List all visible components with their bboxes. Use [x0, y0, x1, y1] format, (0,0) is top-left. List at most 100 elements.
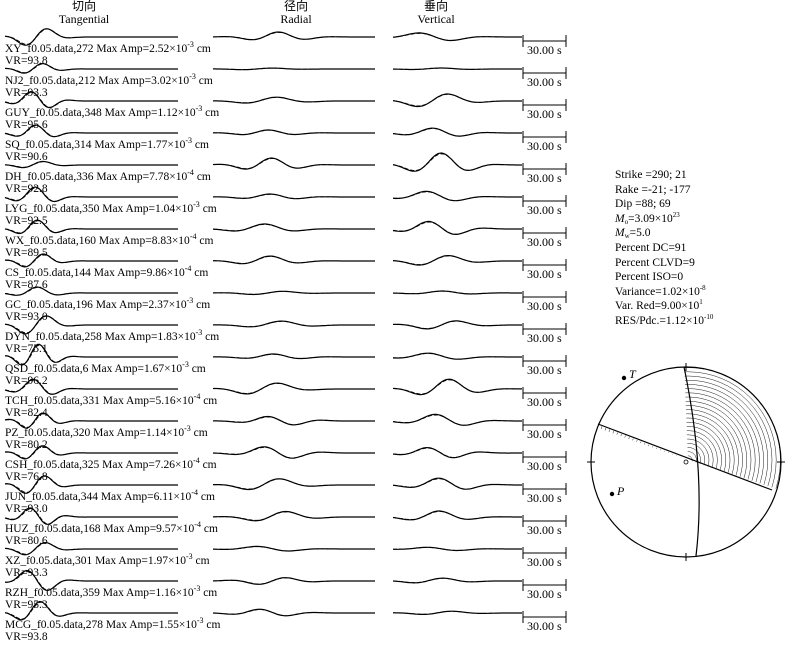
synthetic-waveform — [392, 221, 522, 235]
observed-waveform — [392, 510, 522, 521]
station-row: 30.00 s GUY_f0.05.data,348 Max Amp=1.12×1… — [4, 90, 567, 131]
variance-reduction: VR=75.1 — [5, 343, 48, 355]
synthetic-waveform — [392, 447, 522, 458]
observed-waveform — [212, 608, 375, 617]
variance-reduction: VR=76.8 — [5, 471, 48, 483]
synthetic-waveform — [392, 353, 522, 360]
variance-reduction: VR=90.6 — [5, 151, 48, 163]
synthetic-waveform — [4, 92, 178, 108]
station-label: DYN_f0.05.data,258 Max Amp=1.83×10-3 cm — [5, 328, 219, 343]
synthetic-waveform — [392, 510, 522, 520]
station-label: NJ2_f0.05.data,212 Max Amp=3.02×10-3 cm — [5, 72, 213, 87]
station-row: 30.00 s DH_f0.05.data,336 Max Amp=7.78×10… — [4, 152, 567, 195]
synthetic-waveform — [4, 315, 178, 334]
synthetic-waveform — [5, 571, 178, 591]
synthetic-waveform — [4, 412, 178, 428]
synthetic-waveform — [213, 31, 375, 40]
station-label: QSD_f0.05.data,6 Max Amp=1.67×10-3 cm — [5, 360, 206, 375]
time-scale-label: 30.00 s — [527, 363, 562, 377]
t-axis-marker — [621, 375, 627, 381]
station-row: 30.00 s WX_f0.05.data,160 Max Amp=8.83×10… — [4, 219, 567, 259]
synthetic-waveform — [4, 161, 178, 168]
station-row: 30.00 s JUN_f0.05.data,344 Max Amp=6.11×1… — [4, 475, 567, 515]
station-row: 30.00 s TCH_f0.05.data,331 Max Amp=5.16×1… — [4, 378, 567, 419]
observed-waveform — [392, 190, 522, 202]
station-label: HUZ_f0.05.data,168 Max Amp=9.57×10-4 cm — [5, 520, 218, 535]
time-scale-label: 30.00 s — [527, 267, 562, 281]
synthetic-waveform — [392, 255, 522, 266]
synthetic-waveform — [392, 153, 522, 171]
param-var-red: Var. Red=9.00×101 — [615, 298, 703, 313]
synthetic-waveform — [212, 511, 375, 521]
station-label: JUN_f0.05.data,344 Max Amp=6.11×10-4 cm — [5, 488, 215, 503]
p-axis-label: P — [616, 484, 625, 498]
variance-reduction: VR=96.2 — [5, 375, 48, 387]
observed-waveform — [392, 220, 522, 236]
nodal-plane-1 — [597, 423, 773, 491]
synthetic-waveform — [213, 67, 375, 71]
synthetic-waveform — [212, 609, 375, 617]
synthetic-waveform — [392, 478, 522, 490]
observed-waveform — [392, 152, 522, 172]
station-label: MCG_f0.05.data,278 Max Amp=1.55×10-3 cm — [5, 616, 221, 631]
synthetic-waveform — [213, 193, 375, 200]
synthetic-waveform — [392, 191, 522, 202]
station-row: 30.00 s RZH_f0.05.data,359 Max Amp=1.16×1… — [5, 569, 567, 611]
station-label: CSH_f0.05.data,325 Max Amp=7.26×10-4 cm — [5, 456, 217, 471]
synthetic-waveform — [213, 320, 375, 328]
synthetic-waveform — [212, 446, 375, 459]
observed-waveform — [212, 446, 375, 459]
time-scale-label: 30.00 s — [527, 587, 562, 601]
synthetic-waveform — [212, 223, 375, 232]
time-scale-label: 30.00 s — [527, 395, 562, 409]
observed-waveform — [213, 478, 375, 491]
column-header-2: 垂向 — [424, 0, 448, 13]
station-row: 30.00 s NJ2_f0.05.data,212 Max Amp=3.02×1… — [4, 62, 567, 99]
time-scale-label: 30.00 s — [527, 523, 562, 537]
synthetic-waveform — [213, 478, 375, 490]
synthetic-waveform — [4, 445, 178, 459]
station-row: 30.00 s SQ_f0.05.data,314 Max Amp=1.77×10… — [4, 124, 567, 163]
station-row: 30.00 s QSD_f0.05.data,6 Max Amp=1.67×10-… — [4, 343, 567, 387]
station-row: 30.00 s XY_f0.05.data,272 Max Amp=2.52×10… — [4, 28, 567, 67]
synthetic-waveform — [392, 414, 522, 426]
station-row: 30.00 s LYG_f0.05.data,350 Max Amp=1.04×1… — [4, 186, 567, 227]
t-axis-label: T — [629, 367, 637, 381]
synthetic-waveform — [392, 577, 522, 584]
column-header-en-2: Vertical — [417, 12, 455, 26]
station-label: XY_f0.05.data,272 Max Amp=2.52×10-3 cm — [5, 40, 211, 55]
param-dip: Dip =88; 69 — [615, 198, 671, 211]
synthetic-waveform — [4, 379, 178, 395]
synthetic-waveform — [4, 28, 178, 45]
variance-reduction: VR=95.6 — [5, 119, 48, 131]
column-header-1: 径向 — [284, 0, 308, 13]
variance-reduction: VR=93.0 — [5, 311, 48, 323]
variance-reduction: VR=87.6 — [5, 279, 48, 291]
observed-waveform — [392, 93, 522, 108]
synthetic-waveform — [4, 125, 178, 138]
variance-reduction: VR=82.4 — [5, 407, 48, 419]
station-label: DH_f0.05.data,336 Max Amp=7.78×10-4 cm — [5, 168, 211, 183]
param-strike: Strike =290; 21 — [615, 169, 687, 181]
synthetic-waveform — [4, 601, 178, 620]
synthetic-waveform — [392, 290, 522, 295]
station-row: 30.00 s CSH_f0.05.data,325 Max Amp=7.26×1… — [4, 445, 567, 483]
focal-mechanism-beachball: TP — [587, 363, 785, 561]
time-scale-label: 30.00 s — [527, 555, 562, 569]
time-scale-label: 30.00 s — [527, 235, 562, 249]
time-scale-label: 30.00 s — [527, 459, 562, 473]
synthetic-waveform — [392, 379, 522, 395]
station-label: GC_f0.05.data,196 Max Amp=2.37×10-3 cm — [5, 296, 210, 311]
variance-reduction: VR=95.3 — [5, 599, 48, 611]
synthetic-waveform — [213, 255, 375, 264]
station-label: SQ_f0.05.data,314 Max Amp=1.77×10-3 cm — [5, 136, 209, 151]
time-scale-label: 30.00 s — [527, 427, 562, 441]
synthetic-waveform — [4, 542, 178, 555]
synthetic-waveform — [213, 158, 375, 170]
synthetic-waveform — [4, 253, 178, 267]
param-mw: Mw=5.0 — [615, 227, 651, 241]
variance-reduction: VR=93.3 — [5, 87, 48, 99]
synthetic-waveform — [4, 187, 178, 202]
